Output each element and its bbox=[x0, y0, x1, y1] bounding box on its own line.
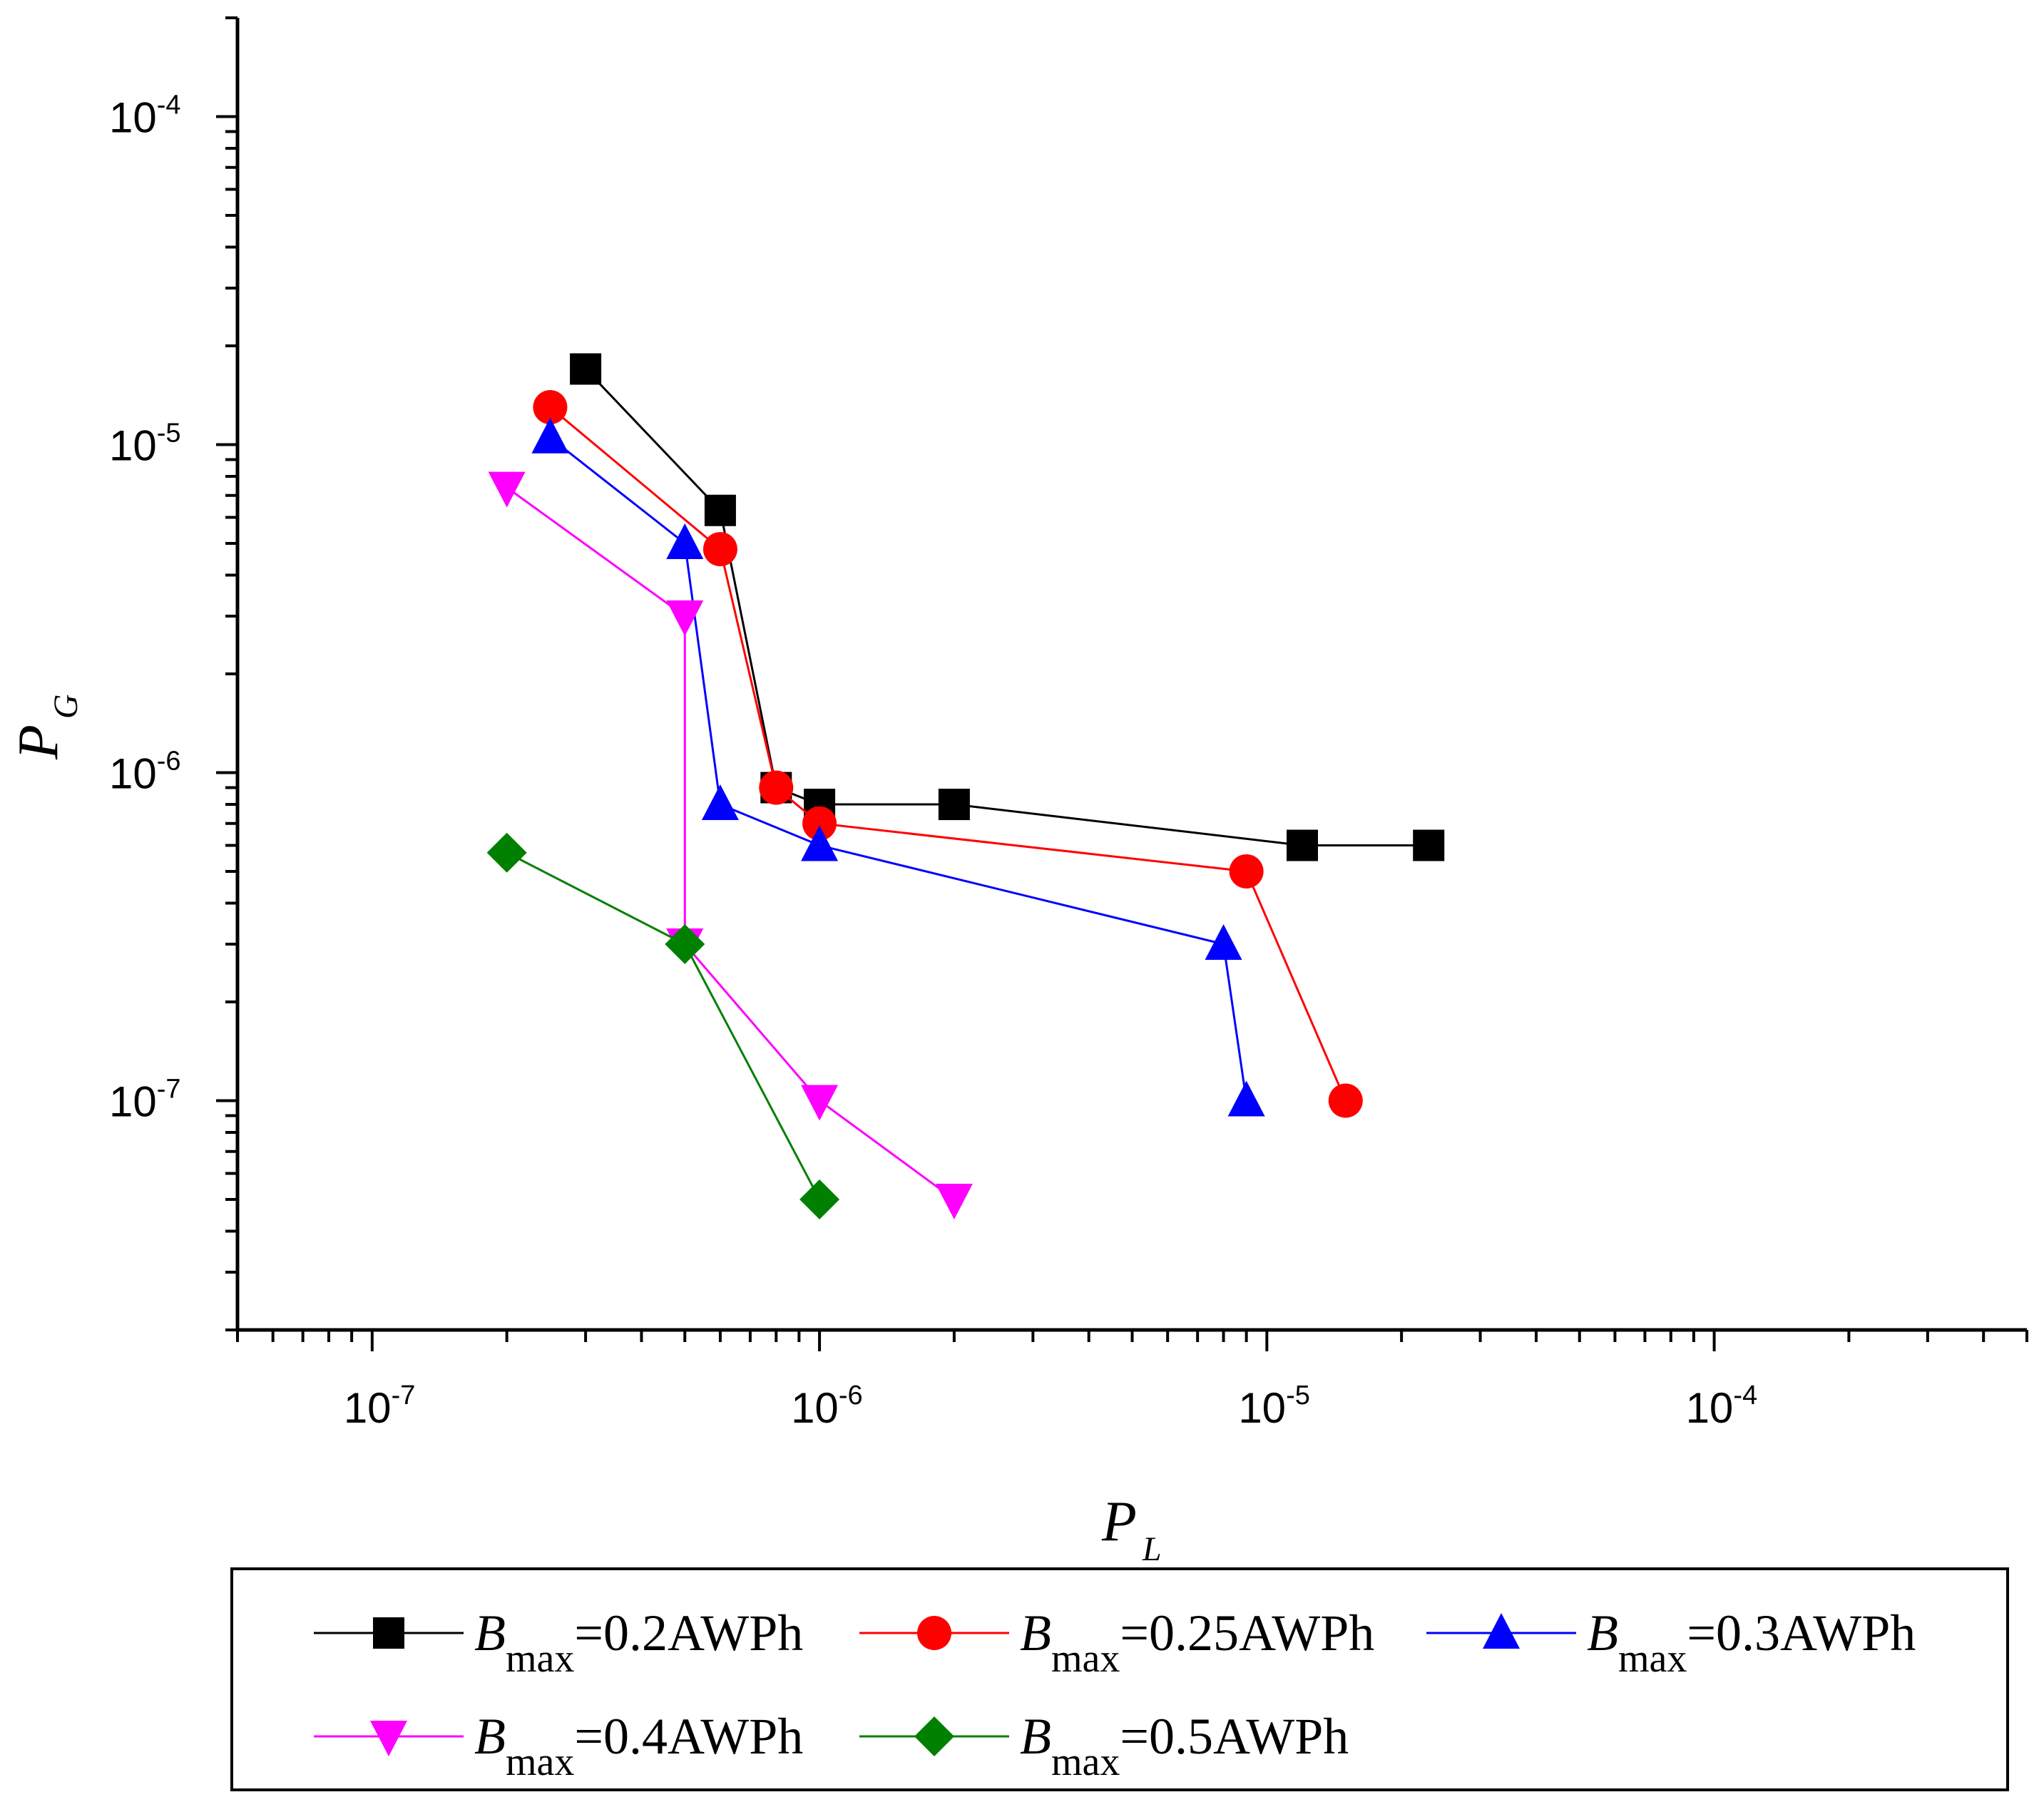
axes bbox=[235, 18, 2027, 1332]
data-point bbox=[702, 532, 737, 567]
data-point bbox=[801, 1085, 839, 1121]
data-point bbox=[801, 825, 839, 861]
ticks: 10-7 10-6 10-5 10-4 10-7 10-6 10-5 10-4 bbox=[109, 16, 2028, 1432]
legend-marker bbox=[917, 1616, 951, 1650]
data-point bbox=[1413, 829, 1445, 861]
data-point bbox=[704, 494, 736, 526]
legend-marker bbox=[373, 1617, 404, 1649]
data-point bbox=[570, 353, 602, 385]
data-point bbox=[1205, 923, 1242, 960]
legend-label: Bmax=0.5AWPh bbox=[1020, 1708, 1349, 1784]
series-line bbox=[585, 368, 1429, 847]
x-tick-label: 10-5 bbox=[1238, 1381, 1310, 1432]
series-line bbox=[506, 851, 821, 1200]
legend-frame bbox=[230, 1567, 2009, 1791]
data-point bbox=[1227, 1080, 1265, 1117]
legend-item: Bmax=0.5AWPh bbox=[859, 1708, 1349, 1784]
x-tick-label: 10-6 bbox=[791, 1381, 863, 1432]
legend-item: Bmax=0.2AWPh bbox=[314, 1604, 803, 1681]
data-point bbox=[533, 390, 568, 425]
y-tick-label: 10-6 bbox=[109, 746, 181, 797]
series-1 bbox=[570, 353, 1445, 861]
data-point bbox=[665, 923, 705, 964]
data-point bbox=[486, 832, 527, 873]
series-line bbox=[549, 436, 1248, 1101]
series-layer bbox=[486, 353, 1445, 1219]
y-axis-title: PG bbox=[7, 694, 85, 760]
series-5 bbox=[486, 832, 840, 1219]
data-point bbox=[1229, 854, 1264, 889]
data-point bbox=[935, 1183, 973, 1219]
legend-label: Bmax=0.3AWPh bbox=[1587, 1604, 1916, 1681]
legend-item: Bmax=0.25AWPh bbox=[859, 1604, 1374, 1681]
data-point bbox=[759, 770, 794, 805]
series-line bbox=[549, 406, 1347, 1102]
legend-marker bbox=[370, 1721, 407, 1756]
legend: Bmax=0.2AWPh Bmax=0.25AWPh Bmax=0.3AWPh Bma… bbox=[230, 1567, 2009, 1791]
data-point bbox=[799, 1179, 840, 1219]
y-tick-label: 10-5 bbox=[109, 418, 181, 469]
data-point bbox=[531, 417, 569, 454]
legend-label: Bmax=0.2AWPh bbox=[474, 1604, 803, 1681]
data-point bbox=[488, 471, 526, 508]
series-2 bbox=[533, 390, 1363, 1118]
data-point bbox=[802, 806, 837, 841]
x-tick-label: 10-7 bbox=[344, 1381, 416, 1432]
data-point bbox=[1328, 1083, 1363, 1118]
legend-item: Bmax=0.4AWPh bbox=[314, 1708, 803, 1784]
x-tick-label: 10-4 bbox=[1686, 1381, 1758, 1432]
series-3 bbox=[531, 417, 1265, 1117]
data-point bbox=[701, 784, 739, 821]
data-point bbox=[666, 523, 704, 559]
series-4 bbox=[488, 471, 973, 1219]
legend-marker bbox=[1483, 1613, 1520, 1649]
legend-item: Bmax=0.3AWPh bbox=[1426, 1604, 1916, 1681]
data-point bbox=[666, 600, 704, 636]
data-point bbox=[1286, 829, 1318, 861]
y-tick-label: 10-4 bbox=[109, 90, 181, 141]
legend-label: Bmax=0.25AWPh bbox=[1020, 1604, 1374, 1681]
y-tick-label: 10-7 bbox=[109, 1074, 181, 1125]
data-point bbox=[938, 789, 970, 821]
legend-label: Bmax=0.4AWPh bbox=[474, 1708, 803, 1784]
legend-marker bbox=[914, 1716, 954, 1756]
